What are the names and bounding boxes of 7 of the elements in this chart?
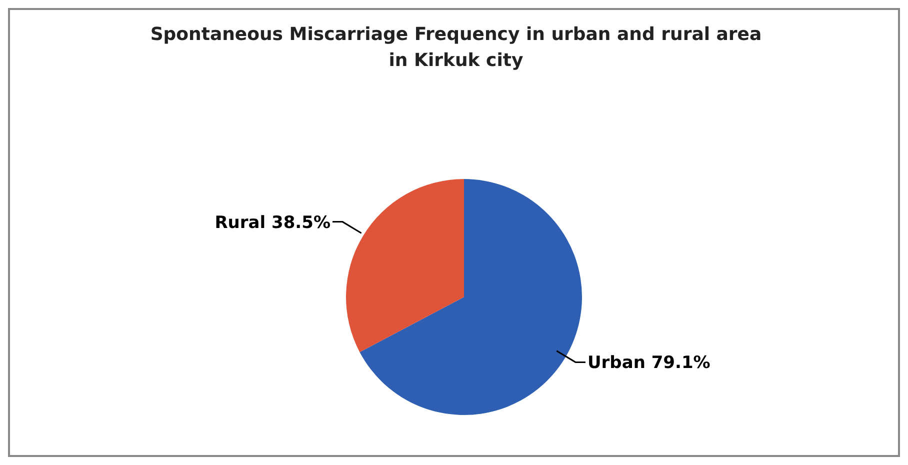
pie-slice — [360, 179, 582, 415]
slice-label: Urban — [587, 353, 646, 374]
data-label: 79.1% — [651, 353, 710, 374]
slice-label: Rural — [214, 212, 266, 233]
pie-slice — [346, 179, 464, 352]
chart-title: Spontaneous Miscarriage Frequency in urban and rural area in Kirkuk city — [149, 23, 763, 73]
data-label: 38.5% — [272, 212, 331, 233]
